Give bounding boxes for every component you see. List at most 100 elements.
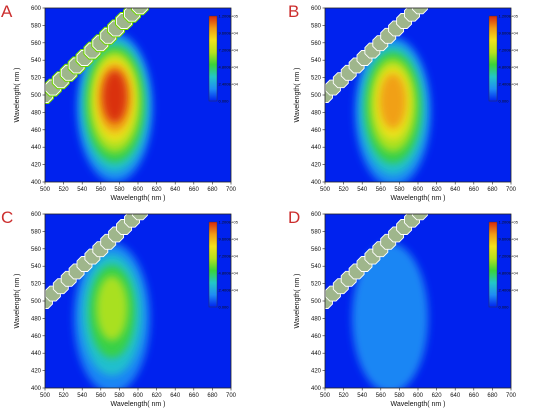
y-tick-label: 480	[31, 110, 42, 116]
y-tick-label: 560	[311, 247, 322, 253]
x-tick-label: 560	[376, 187, 387, 193]
y-tick-label: 440	[311, 145, 322, 151]
y-tick-label: 500	[31, 93, 42, 99]
y-tick-label: 600	[311, 6, 322, 12]
x-tick-label: 640	[170, 187, 181, 193]
x-tick-label: 680	[207, 187, 218, 193]
colorbar	[488, 15, 498, 102]
panel-letter: C	[1, 208, 13, 227]
octagon-mask	[131, 8, 148, 15]
intensity-contour	[102, 70, 128, 123]
y-tick-label: 420	[311, 163, 322, 169]
x-tick-label: 700	[226, 187, 237, 193]
y-tick-label: 560	[311, 41, 322, 47]
x-tick-label: 540	[357, 187, 368, 193]
panel-letter: A	[1, 2, 13, 21]
x-tick-label: 680	[207, 393, 218, 399]
y-tick-label: 480	[31, 316, 42, 322]
x-tick-label: 620	[432, 187, 443, 193]
y-tick-label: 600	[31, 212, 42, 218]
x-axis-title: Wavelength( nm )	[391, 195, 446, 202]
x-axis-title: Wavelength( nm )	[111, 195, 166, 202]
panel-a: A 500 520 540 560 580 600 620 640 660 680 700 400 420…	[1, 2, 239, 202]
y-tick-label: 400	[311, 180, 322, 186]
y-tick-label: 580	[311, 23, 322, 29]
y-tick-label: 600	[31, 6, 42, 12]
y-tick-label: 440	[311, 351, 322, 357]
x-axis-title: Wavelength( nm )	[391, 401, 446, 408]
x-tick-label: 580	[394, 393, 405, 399]
x-tick-label: 580	[114, 393, 125, 399]
scatter-mask	[45, 214, 148, 309]
colorbar-label: 7.200E+04	[219, 254, 239, 259]
colorbar-label: 9.600E+04	[219, 237, 239, 242]
y-tick-label: 560	[31, 41, 42, 47]
y-tick-label: 520	[311, 282, 322, 288]
x-tick-label: 600	[413, 393, 424, 399]
heatmap-intensity	[354, 37, 431, 182]
y-tick-label: 520	[31, 282, 42, 288]
y-tick-label: 420	[31, 369, 42, 375]
y-tick-label: 400	[31, 180, 42, 186]
colorbar	[488, 221, 498, 308]
colorbar-label: 9.600E+04	[499, 31, 519, 36]
y-tick-label: 440	[31, 351, 42, 357]
intensity-contour	[96, 276, 128, 341]
x-tick-label: 660	[469, 393, 480, 399]
intensity-contour	[352, 243, 429, 388]
y-tick-label: 460	[311, 334, 322, 340]
x-tick-label: 560	[96, 187, 107, 193]
panel-c: C 500 520 540 560 580 600 620 640 660 680 700 400 420…	[1, 208, 239, 408]
colorbar-label: 0.000	[219, 305, 230, 310]
scatter-mask	[325, 214, 428, 309]
panel-d: D 500 520 540 560 580 600 620 640 660 680 700 400 420…	[288, 208, 519, 408]
x-axis-title: Wavelength( nm )	[111, 401, 166, 408]
colorbar-label: 1.200E+05	[499, 14, 519, 19]
colorbar-label: 2.400E+04	[219, 288, 239, 293]
colorbar-label: 0.000	[499, 305, 510, 310]
y-tick-label: 580	[311, 229, 322, 235]
colorbar-label: 1.200E+05	[499, 220, 519, 225]
colorbar-label: 7.200E+04	[499, 48, 519, 53]
y-tick-label: 500	[31, 299, 42, 305]
x-tick-label: 620	[152, 187, 163, 193]
heatmap-intensity	[73, 243, 150, 388]
panel-b: B 500 520 540 560 580 600 620 640 660 680 700 400 420…	[288, 2, 519, 202]
x-tick-label: 600	[133, 393, 144, 399]
x-tick-label: 500	[40, 187, 51, 193]
x-tick-label: 620	[432, 393, 443, 399]
x-tick-label: 520	[59, 187, 70, 193]
x-tick-label: 680	[487, 393, 498, 399]
colorbar-label: 9.600E+04	[499, 237, 519, 242]
x-tick-label: 520	[59, 393, 70, 399]
octagon-mask	[411, 8, 428, 15]
x-tick-label: 700	[506, 393, 517, 399]
y-tick-label: 420	[31, 163, 42, 169]
y-tick-label: 460	[31, 128, 42, 134]
x-tick-label: 660	[189, 393, 200, 399]
y-axis-title: Wavelength( nm )	[14, 68, 21, 123]
colorbar-label: 0.000	[219, 99, 230, 104]
y-tick-label: 500	[311, 299, 322, 305]
y-tick-label: 520	[311, 76, 322, 82]
x-tick-label: 540	[77, 393, 88, 399]
x-tick-label: 520	[339, 393, 350, 399]
colorbar-label: 2.400E+04	[219, 82, 239, 87]
x-tick-label: 580	[114, 187, 125, 193]
y-tick-label: 600	[311, 212, 322, 218]
scatter-mask	[325, 8, 428, 103]
y-tick-label: 440	[31, 145, 42, 151]
colorbar-label: 7.200E+04	[219, 48, 239, 53]
octagon-mask	[411, 214, 428, 221]
colorbar-label: 1.200E+05	[219, 220, 239, 225]
y-tick-label: 500	[311, 93, 322, 99]
y-tick-label: 480	[311, 110, 322, 116]
y-tick-label: 400	[31, 386, 42, 392]
y-axis-title: Wavelength( nm )	[294, 68, 301, 123]
x-tick-label: 620	[152, 393, 163, 399]
panel-letter: B	[288, 2, 299, 21]
y-tick-label: 540	[31, 58, 42, 64]
x-tick-label: 540	[357, 393, 368, 399]
y-tick-label: 560	[31, 247, 42, 253]
